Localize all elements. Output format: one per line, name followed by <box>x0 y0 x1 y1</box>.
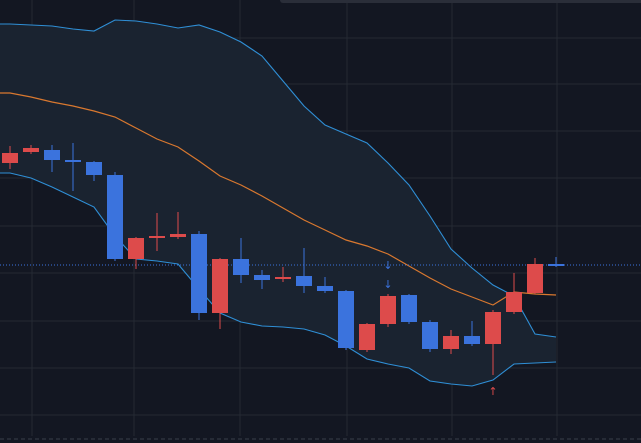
candle-body <box>2 153 18 163</box>
candle-body <box>527 264 543 293</box>
candle <box>212 258 228 329</box>
candle <box>44 145 60 172</box>
candle-body <box>548 264 564 266</box>
candle <box>359 323 375 352</box>
candle-body <box>23 148 39 152</box>
candle <box>275 267 291 282</box>
basis-moving-average-line <box>0 92 557 306</box>
arrow-down-icon: ↓ <box>383 259 392 272</box>
candle-body <box>191 234 207 313</box>
candle <box>422 320 438 352</box>
candle-body <box>296 276 312 286</box>
candle <box>296 248 312 293</box>
candle-body <box>254 275 270 280</box>
candle <box>317 277 333 293</box>
candle-body <box>422 322 438 349</box>
candle <box>338 290 354 350</box>
candle <box>254 270 270 289</box>
candle <box>23 145 39 154</box>
candle-body <box>44 150 60 160</box>
candle <box>485 310 501 375</box>
top-toolbar-edge <box>280 0 641 3</box>
candle <box>527 258 543 294</box>
lower-band-line <box>0 172 557 387</box>
candle-body <box>359 324 375 350</box>
candle <box>65 143 81 191</box>
bollinger-band-fill <box>0 20 556 386</box>
upper-band-line <box>0 19 557 338</box>
candle-body <box>380 296 396 324</box>
candle-body <box>506 292 522 312</box>
candle-body <box>86 162 102 175</box>
candle-body <box>464 336 480 344</box>
arrow-up-icon: ↑ <box>488 385 497 398</box>
candle-body <box>107 175 123 259</box>
candle <box>191 231 207 320</box>
candle <box>149 213 165 251</box>
candle <box>548 257 564 267</box>
candlestick-series <box>2 143 564 375</box>
candle-body <box>170 234 186 237</box>
candle <box>233 238 249 283</box>
signal-markers: ↓ ↓ ↑ <box>383 259 497 398</box>
candle-body <box>233 259 249 275</box>
candle-body <box>275 277 291 279</box>
candle <box>128 237 144 269</box>
candle-body <box>485 312 501 344</box>
candle <box>464 321 480 346</box>
candle-body <box>128 238 144 259</box>
candle-body <box>317 286 333 291</box>
candle-body <box>149 236 165 238</box>
candle <box>107 172 123 261</box>
candle-body <box>212 259 228 313</box>
candle <box>86 161 102 181</box>
candle <box>170 212 186 239</box>
candle-body <box>65 160 81 162</box>
candle <box>506 273 522 314</box>
candle <box>380 294 396 327</box>
candle-body <box>401 295 417 322</box>
candle <box>401 294 417 324</box>
candle <box>2 146 18 169</box>
candle-body <box>338 291 354 348</box>
candle <box>443 330 459 354</box>
candle-body <box>443 336 459 349</box>
arrow-down-icon: ↓ <box>383 278 392 291</box>
